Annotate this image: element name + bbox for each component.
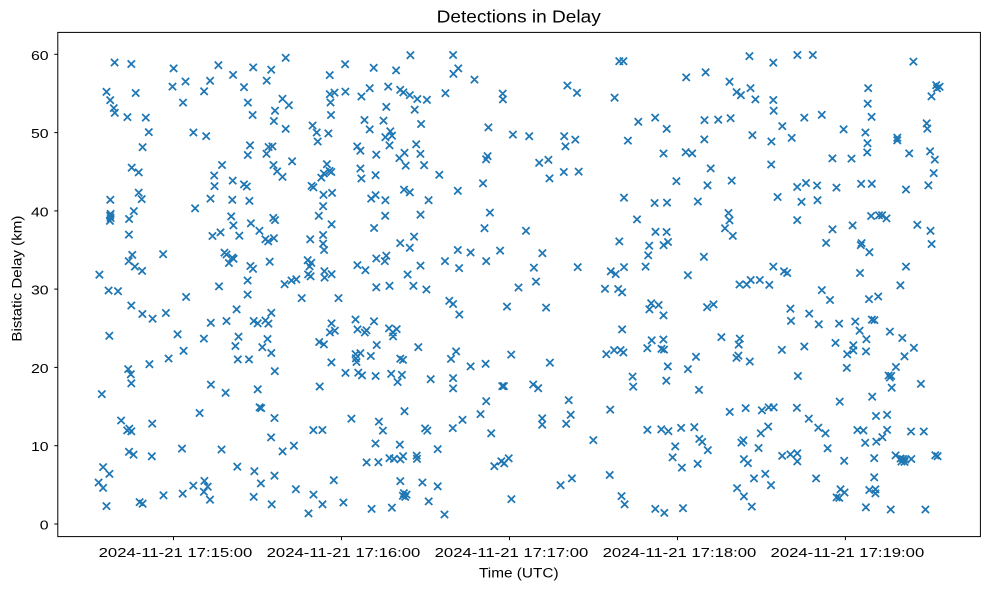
svg-text:Time (UTC): Time (UTC)	[479, 566, 559, 581]
svg-text:30: 30	[31, 284, 49, 298]
svg-text:Bistatic Delay (km): Bistatic Delay (km)	[10, 216, 25, 342]
svg-text:Detections in Delay: Detections in Delay	[437, 6, 602, 26]
svg-text:2024-11-21 17:18:00: 2024-11-21 17:18:00	[603, 546, 757, 561]
svg-text:2024-11-21 17:15:00: 2024-11-21 17:15:00	[99, 546, 253, 561]
svg-text:40: 40	[31, 206, 49, 220]
svg-text:20: 20	[31, 362, 49, 376]
svg-text:50: 50	[31, 127, 49, 141]
svg-text:0: 0	[40, 519, 49, 533]
svg-text:10: 10	[31, 440, 49, 454]
svg-text:60: 60	[31, 49, 49, 63]
svg-text:2024-11-21 17:17:00: 2024-11-21 17:17:00	[435, 546, 589, 561]
svg-text:2024-11-21 17:19:00: 2024-11-21 17:19:00	[771, 546, 925, 561]
svg-text:2024-11-21 17:16:00: 2024-11-21 17:16:00	[267, 546, 421, 561]
